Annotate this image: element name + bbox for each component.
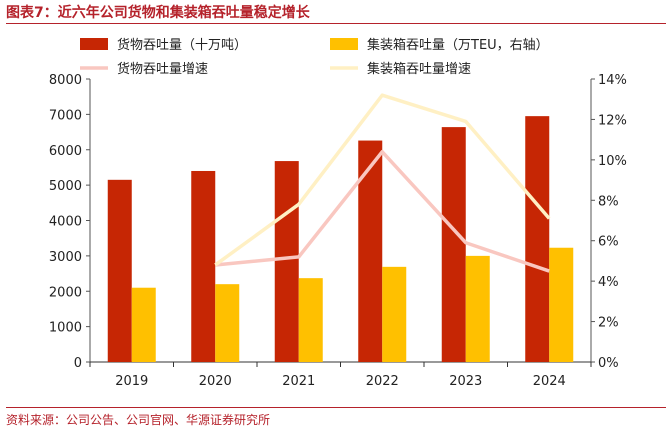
x-tick-label: 2021 [282,374,315,389]
x-tick-label: 2024 [533,374,566,389]
legend-label: 货物吞吐量（十万吨） [117,37,247,53]
bar-cargo [107,179,132,362]
footer-divider [6,407,666,408]
left-tick-label: 7000 [49,108,82,123]
left-tick-label: 4000 [49,215,82,230]
bar-cargo [274,161,299,362]
left-tick-label: 3000 [49,250,82,265]
left-tick-label: 5000 [49,179,82,194]
bar-cargo [525,116,550,362]
legend-label: 集装箱吞吐量增速 [367,61,471,77]
legend-swatch [80,38,108,50]
bar-cargo [191,170,216,362]
x-tick-label: 2020 [199,374,232,389]
bar-container [465,255,490,362]
source-note: 资料来源：公司公告、公司官网、华源证券研究所 [6,413,271,427]
left-tick-label: 1000 [49,321,82,336]
bar-container [382,266,407,362]
bar-cargo [441,127,466,362]
bar-container [549,247,574,362]
right-tick-label: 6% [598,235,619,250]
left-tick-label: 0 [74,356,82,371]
right-tick-label: 10% [598,154,627,169]
left-tick-label: 6000 [49,144,82,159]
title-divider [6,23,666,24]
x-tick-label: 2019 [115,374,148,389]
bar-container [298,278,323,362]
legend-label: 货物吞吐量增速 [117,61,208,77]
x-tick-label: 2023 [449,374,482,389]
right-tick-label: 4% [598,275,619,290]
bar-container [131,287,156,362]
legend-swatch [330,38,358,50]
right-tick-label: 14% [598,73,627,88]
right-tick-label: 0% [598,356,619,371]
legend-label: 集装箱吞吐量（万TEU，右轴） [367,37,549,53]
x-tick-label: 2022 [366,374,399,389]
right-tick-label: 12% [598,113,627,128]
right-tick-label: 8% [598,194,619,209]
right-tick-label: 2% [598,316,619,331]
bar-cargo [358,140,383,362]
left-tick-label: 8000 [49,73,82,88]
bar-container [215,284,240,362]
combo-chart: 0 1000 2000 3000 4000 5000 6000 7000 8000 0% 2% 4% 6… [49,37,627,389]
figure-title: 图表7：近六年公司货物和集装箱吞吐量稳定增长 [6,5,310,21]
left-tick-label: 2000 [49,285,82,300]
